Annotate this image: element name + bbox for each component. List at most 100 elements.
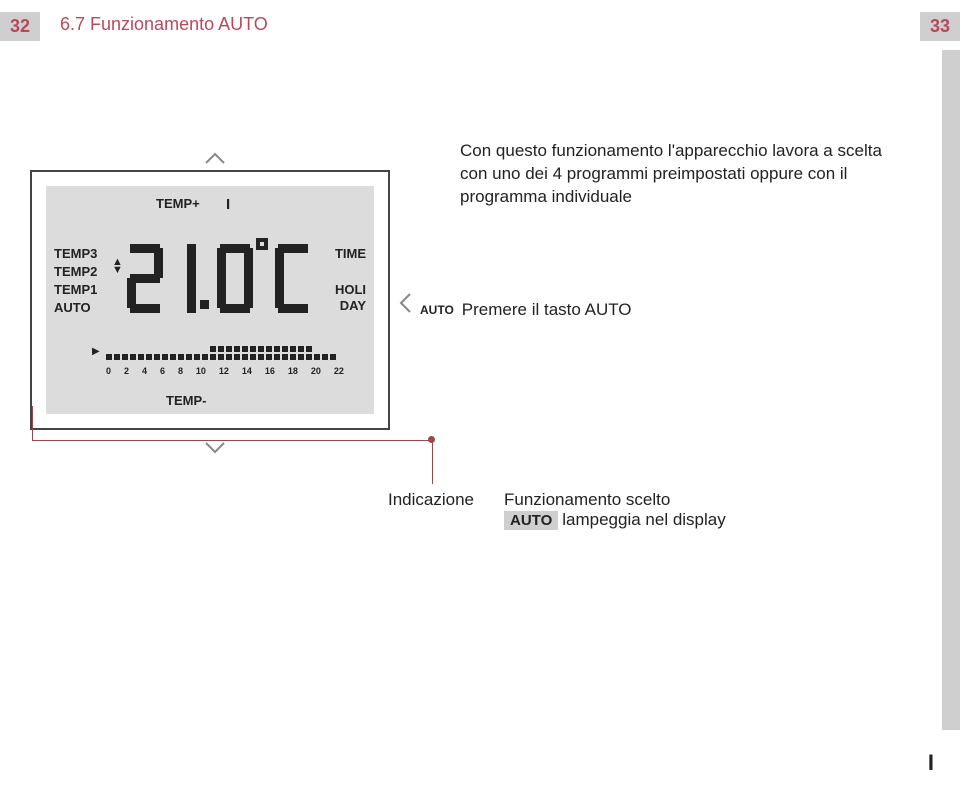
- schedule-cell: [146, 346, 152, 352]
- label-temp3: TEMP3: [54, 246, 97, 261]
- chevron-down-icon[interactable]: [204, 438, 226, 461]
- section-title: 6.7 Funzionamento AUTO: [60, 14, 268, 35]
- schedule-cell: [314, 346, 320, 352]
- indication-line1: Funzionamento scelto: [504, 490, 824, 510]
- schedule-cell: [138, 346, 144, 352]
- chevron-right-icon[interactable]: [398, 292, 412, 320]
- page-number-left: 32: [0, 12, 40, 41]
- schedule-cell: [122, 346, 128, 352]
- updown-icon: ▲▼: [112, 258, 123, 274]
- schedule-hour: 6: [160, 366, 165, 376]
- schedule-hour: 20: [311, 366, 321, 376]
- indication-connector-line: [32, 440, 432, 441]
- indication-line2-wrap: AUTOlampeggia nel display: [504, 510, 824, 530]
- schedule-cell: [266, 354, 272, 360]
- schedule-cell: [218, 354, 224, 360]
- schedule-cell: [242, 354, 248, 360]
- device-frame: TEMP+ I TEMP3 TEMP2 TEMP1 AUTO TIME HOLI…: [30, 170, 390, 430]
- auto-badge: AUTO: [504, 511, 558, 530]
- schedule-cell: [194, 354, 200, 360]
- schedule-cell: [194, 346, 200, 352]
- temperature-display: [124, 236, 314, 326]
- schedule-cell: [258, 346, 264, 352]
- schedule-cell: [282, 354, 288, 360]
- schedule-cell: [338, 346, 344, 352]
- indication-line2: lampeggia nel display: [562, 510, 726, 529]
- schedule-arrow-icon: ▶: [92, 346, 100, 357]
- schedule-hour: 16: [265, 366, 275, 376]
- schedule-cell: [170, 346, 176, 352]
- schedule-cell: [218, 346, 224, 352]
- schedule-cell: [170, 354, 176, 360]
- schedule-cell: [154, 346, 160, 352]
- schedule-hour: 8: [178, 366, 183, 376]
- schedule-cell: [106, 346, 112, 352]
- schedule-cell: [130, 346, 136, 352]
- schedule-cell: [210, 346, 216, 352]
- label-time: TIME: [335, 246, 366, 261]
- schedule-hour: 14: [242, 366, 252, 376]
- schedule-cell: [250, 354, 256, 360]
- schedule-cell: [274, 354, 280, 360]
- schedule-cell: [210, 354, 216, 360]
- schedule-hour: 18: [288, 366, 298, 376]
- label-day-bar: I: [226, 196, 230, 213]
- schedule-cell: [226, 346, 232, 352]
- schedule-cell: [298, 346, 304, 352]
- i-marker: I: [928, 750, 934, 776]
- schedule-cell: [122, 354, 128, 360]
- schedule-hour: 0: [106, 366, 111, 376]
- schedule-hour: 4: [142, 366, 147, 376]
- schedule-cell: [330, 346, 336, 352]
- label-auto: AUTO: [54, 300, 91, 315]
- schedule-cell: [186, 346, 192, 352]
- schedule-cell: [186, 354, 192, 360]
- label-temp-plus: TEMP+: [156, 196, 200, 211]
- schedule-cell: [114, 354, 120, 360]
- schedule-cell: [258, 354, 264, 360]
- schedule-cell: [306, 354, 312, 360]
- side-tab-bar: [942, 50, 960, 730]
- schedule-cell: [282, 346, 288, 352]
- schedule-cell: [202, 354, 208, 360]
- schedule-hour: 12: [219, 366, 229, 376]
- schedule-cell: [138, 354, 144, 360]
- indication-label: Indicazione: [388, 490, 474, 530]
- schedule-cell: [242, 346, 248, 352]
- schedule-cell: [130, 354, 136, 360]
- thermostat-device: TEMP+ I TEMP3 TEMP2 TEMP1 AUTO TIME HOLI…: [20, 130, 420, 470]
- schedule-cell: [306, 346, 312, 352]
- schedule-cell: [234, 346, 240, 352]
- schedule-cell: [114, 346, 120, 352]
- label-temp2: TEMP2: [54, 264, 97, 279]
- indication-connector-vert: [32, 406, 33, 440]
- page-number-right: 33: [920, 12, 960, 41]
- indication-desc: Funzionamento scelto AUTOlampeggia nel d…: [504, 490, 824, 530]
- schedule-cell: [146, 354, 152, 360]
- schedule-cell: [298, 354, 304, 360]
- indication-connector-down: [432, 440, 433, 484]
- schedule-cell: [338, 354, 344, 360]
- indication-block: Indicazione Funzionamento scelto AUTOlam…: [388, 490, 824, 530]
- label-day: DAY: [340, 298, 366, 313]
- schedule-hour: 10: [196, 366, 206, 376]
- schedule-cell: [106, 354, 112, 360]
- schedule-cell: [330, 354, 336, 360]
- schedule-cell: [314, 354, 320, 360]
- schedule-cell: [322, 346, 328, 352]
- schedule-cell: [250, 346, 256, 352]
- lcd-screen: TEMP+ I TEMP3 TEMP2 TEMP1 AUTO TIME HOLI…: [46, 186, 374, 414]
- action-row: AUTO Premere il tasto AUTO: [420, 300, 632, 320]
- description-text: Con questo funzionamento l'apparecchio l…: [460, 140, 900, 209]
- schedule-cell: [202, 346, 208, 352]
- label-temp1: TEMP1: [54, 282, 97, 297]
- auto-prefix: AUTO: [420, 303, 454, 317]
- schedule-cell: [274, 346, 280, 352]
- chevron-up-icon[interactable]: [204, 148, 226, 171]
- schedule-cell: [226, 354, 232, 360]
- schedule-cell: [234, 354, 240, 360]
- schedule-cell: [162, 354, 168, 360]
- schedule-cell: [290, 346, 296, 352]
- schedule-cell: [162, 346, 168, 352]
- action-text: Premere il tasto AUTO: [462, 300, 632, 320]
